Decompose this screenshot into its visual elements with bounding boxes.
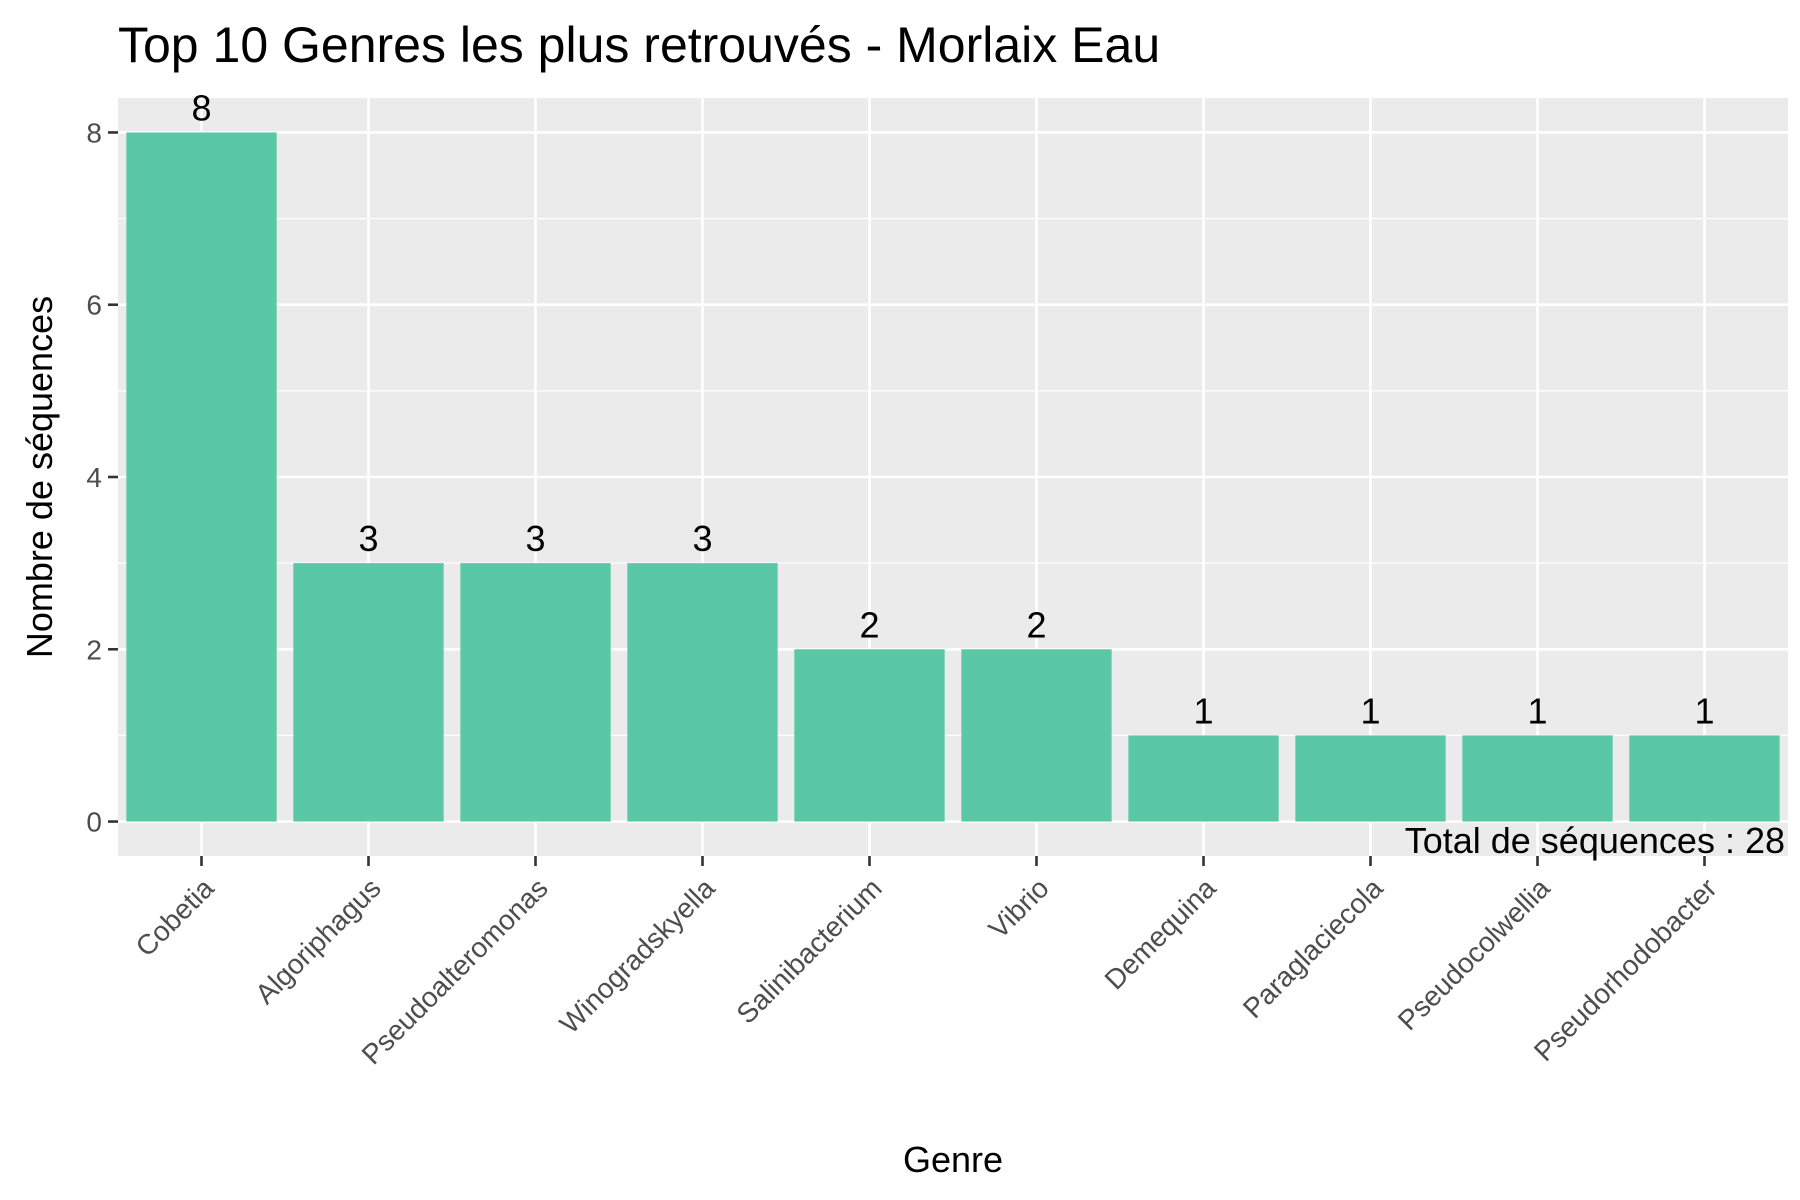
y-tick-label: 0 (86, 807, 102, 838)
bar (961, 649, 1112, 822)
bar (1629, 735, 1780, 822)
y-axis-title: Nombre de séquences (19, 296, 60, 658)
x-tick-label: Algoriphagus (249, 872, 386, 1009)
data-label: 1 (1527, 690, 1547, 731)
y-tick-label: 8 (86, 117, 102, 148)
data-label: 8 (191, 87, 211, 128)
y-tick-label: 4 (86, 462, 102, 493)
data-label: 2 (1026, 604, 1046, 645)
data-label: 2 (859, 604, 879, 645)
data-label: 3 (692, 518, 712, 559)
bar (460, 563, 611, 822)
x-tick-label: Salinibacterium (730, 872, 887, 1029)
x-tick-label: Paraglaciecola (1237, 872, 1389, 1024)
x-tick-label: Cobetia (130, 872, 220, 962)
bar (126, 132, 277, 822)
x-tick-label: Demequina (1099, 872, 1222, 995)
x-tick-label: Pseudocolwellia (1392, 872, 1556, 1036)
bar (627, 563, 778, 822)
bar (1295, 735, 1446, 822)
bar (293, 563, 444, 822)
y-tick-label: 2 (86, 634, 102, 665)
bar (1462, 735, 1613, 822)
data-label: 1 (1694, 690, 1714, 731)
bar (1128, 735, 1279, 822)
data-label: 3 (525, 518, 545, 559)
chart-title: Top 10 Genres les plus retrouvés - Morla… (118, 17, 1160, 73)
data-label: 3 (358, 518, 378, 559)
x-tick-label: Pseudoalteromonas (356, 872, 554, 1070)
data-labels: 8 3 3 3 2 2 1 1 1 1 (191, 87, 1714, 731)
data-label: 1 (1360, 690, 1380, 731)
bar (794, 649, 945, 822)
x-tick-label: Pseudorhodobacter (1528, 872, 1723, 1067)
x-tick-label: Vibrio (983, 872, 1055, 944)
y-tick-label: 6 (86, 290, 102, 321)
x-tick-label: Winogradskyella (554, 872, 721, 1039)
total-annotation: Total de séquences : 28 (1405, 820, 1785, 861)
x-axis-title: Genre (903, 1139, 1003, 1180)
data-label: 1 (1193, 690, 1213, 731)
bars (126, 132, 1780, 822)
